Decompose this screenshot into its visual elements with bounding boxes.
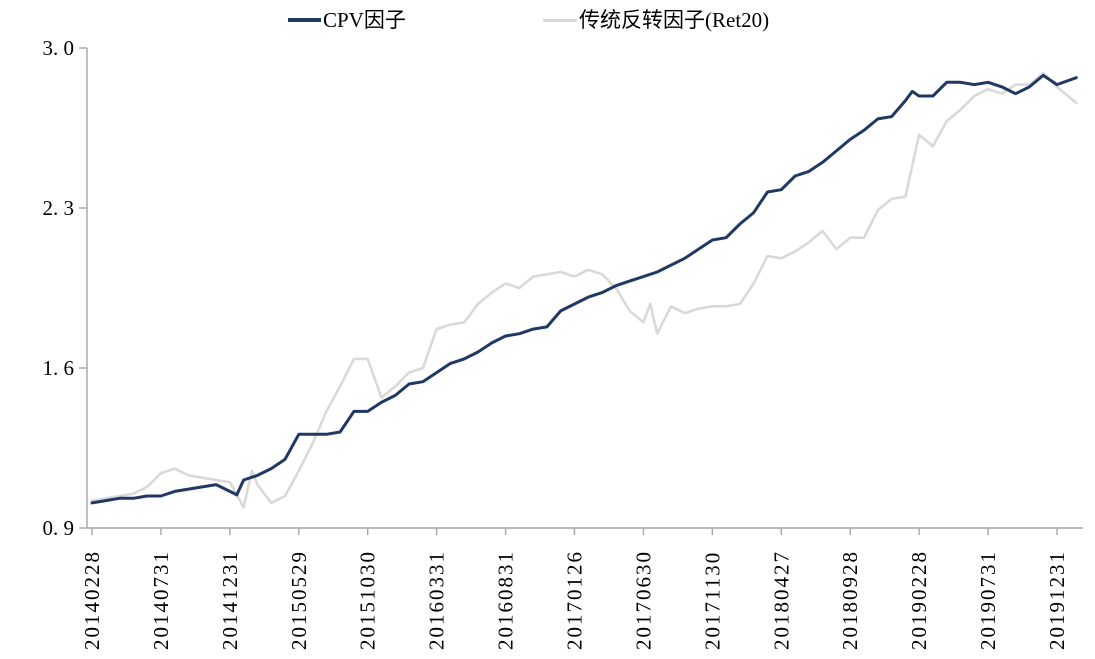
y-tick-label: 3. 0 bbox=[43, 36, 75, 60]
y-tick-label: 0. 9 bbox=[43, 516, 75, 540]
x-tick-label: 20170630 bbox=[631, 550, 655, 650]
x-tick-label: 20141231 bbox=[218, 550, 242, 650]
series-line-ret20 bbox=[90, 71, 1078, 509]
y-tick-label: 1. 6 bbox=[43, 356, 75, 380]
x-tick-label: 20170126 bbox=[563, 550, 587, 650]
legend-label-ret20: 传统反转因子(Ret20) bbox=[579, 8, 770, 32]
cpv-line-swatch-icon bbox=[288, 18, 321, 22]
x-tick-label: 20171130 bbox=[700, 551, 724, 650]
x-tick-label: 20140228 bbox=[80, 550, 104, 650]
series-line-cpv bbox=[90, 73, 1078, 505]
y-tick-label: 2. 3 bbox=[43, 196, 75, 220]
x-tick-label: 20190228 bbox=[907, 550, 931, 650]
ret20-line-swatch-icon bbox=[543, 18, 577, 22]
x-tick-label: 20180928 bbox=[838, 550, 862, 650]
x-tick-label: 20190731 bbox=[976, 550, 1000, 650]
legend-item-ret20: 传统反转因子(Ret20) bbox=[543, 7, 769, 33]
x-tick-label: 20151030 bbox=[356, 550, 380, 650]
legend-label-cpv: CPV因子 bbox=[323, 8, 406, 32]
x-tick-label: 20180427 bbox=[769, 550, 793, 650]
x-tick-label: 20150529 bbox=[287, 550, 311, 650]
x-tick-label: 20191231 bbox=[1045, 550, 1069, 650]
x-tick-label: 20140731 bbox=[149, 550, 173, 650]
x-tick-label: 20160831 bbox=[494, 550, 518, 650]
legend-item-cpv: CPV因子 bbox=[288, 7, 406, 33]
x-tick-label: 20160331 bbox=[425, 550, 449, 650]
